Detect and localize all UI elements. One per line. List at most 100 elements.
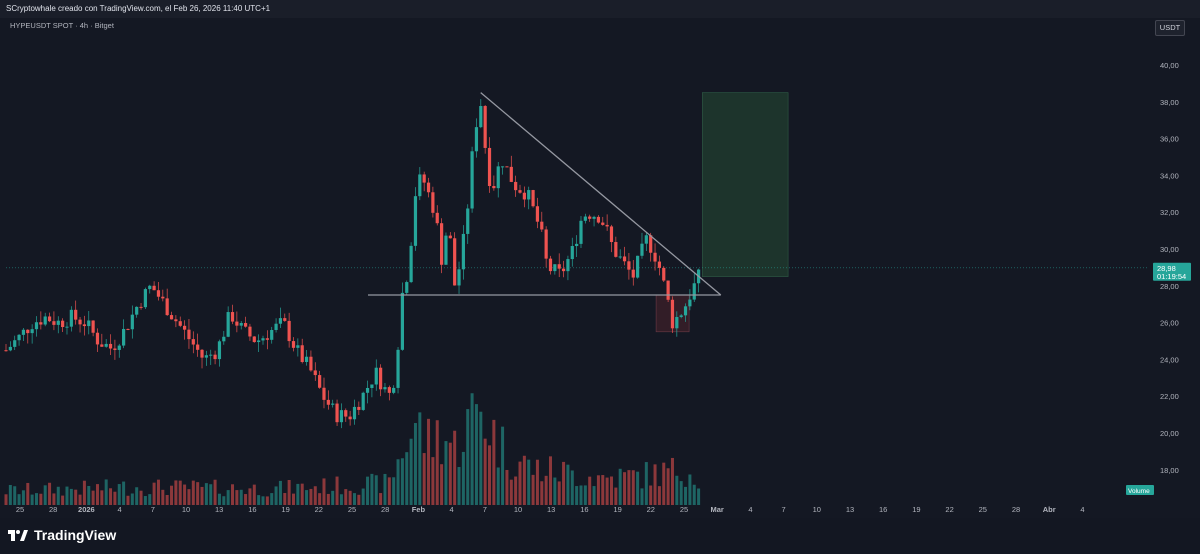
candle-body <box>653 252 657 262</box>
candle-body <box>174 319 178 322</box>
candle-body <box>39 322 43 325</box>
volume-bar <box>296 483 300 505</box>
x-tick-label: 10 <box>182 505 190 514</box>
volume-bar <box>688 474 692 505</box>
candle-body <box>261 338 265 341</box>
volume-bar <box>200 486 204 505</box>
candle-body <box>649 235 653 253</box>
candle-body <box>618 256 622 258</box>
x-tick-label: 16 <box>879 505 887 514</box>
candle-body <box>466 208 470 234</box>
volume-bar <box>627 470 631 505</box>
volume-bar <box>217 493 221 505</box>
candle-body <box>331 403 335 405</box>
x-tick-label: Feb <box>412 505 426 514</box>
candle-body <box>357 406 361 410</box>
candle-body <box>387 387 391 393</box>
volume-bar <box>8 484 12 505</box>
volume-bar <box>361 488 365 505</box>
candle-body <box>209 354 213 356</box>
volume-bar <box>596 475 600 505</box>
x-tick-label: 25 <box>680 505 688 514</box>
volume-bar <box>174 480 178 505</box>
candle-body <box>413 196 418 246</box>
candle-body <box>692 283 696 300</box>
volume-bar <box>309 488 313 505</box>
volume-bar <box>636 471 640 505</box>
candle-body <box>379 367 383 390</box>
candle-body <box>609 226 614 243</box>
volume-bar <box>644 462 648 505</box>
footer-bar <box>0 518 1200 554</box>
x-tick-label: 2026 <box>78 505 95 514</box>
tradingview-logo-icon <box>8 530 28 541</box>
candle-body <box>348 416 352 420</box>
candle-body <box>100 344 104 347</box>
volume-bar <box>474 404 478 505</box>
candle-body <box>596 216 601 223</box>
candle-body <box>431 192 435 213</box>
x-tick-label: 4 <box>450 505 454 514</box>
volume-bar <box>392 477 396 505</box>
target-zone-box <box>701 92 789 277</box>
volume-bar <box>697 488 701 505</box>
candle-body <box>400 292 404 350</box>
candle-body <box>636 255 640 278</box>
volume-bar <box>187 489 191 505</box>
tradingview-brand[interactable]: TradingView <box>8 527 116 543</box>
candle-body <box>257 340 261 343</box>
volume-bar <box>48 482 52 505</box>
x-tick-label: 22 <box>945 505 953 514</box>
volume-bar <box>540 481 544 505</box>
x-tick-label: 28 <box>49 505 57 514</box>
candle-body <box>601 222 605 225</box>
candle-body <box>213 354 217 360</box>
volume-bar <box>605 477 609 505</box>
volume-bar <box>82 480 86 505</box>
candle-body <box>566 259 570 272</box>
candle-body <box>135 306 139 315</box>
volume-bar <box>156 479 160 505</box>
candle-body <box>679 315 683 317</box>
candle-body <box>87 320 91 327</box>
candle-body <box>527 190 531 200</box>
candle-body <box>291 341 296 348</box>
symbol-label[interactable]: HYPEUSDT SPOT · 4h · Bitget <box>10 21 114 30</box>
volume-bar <box>383 473 387 505</box>
x-tick-label: 10 <box>514 505 522 514</box>
candle-body <box>422 174 426 183</box>
volume-bar <box>614 487 618 505</box>
candle-body <box>278 318 283 324</box>
candle-body <box>605 224 609 227</box>
candle-body <box>553 264 557 272</box>
candle-body <box>579 220 583 244</box>
candle-body <box>344 410 348 417</box>
volume-bar <box>461 451 465 505</box>
volume-bar <box>21 490 25 505</box>
candle-body <box>662 267 666 281</box>
candle-body <box>326 399 330 405</box>
volume-bar <box>549 456 552 505</box>
volume-bar <box>457 467 461 505</box>
volume-bar <box>492 419 496 505</box>
candle-body <box>631 269 635 278</box>
volume-bar <box>640 488 644 505</box>
volume-bar <box>222 496 226 505</box>
candle-body <box>518 190 522 193</box>
volume-bar <box>235 490 239 505</box>
candle-body <box>352 406 357 420</box>
volume-bar <box>470 393 474 505</box>
candle-body <box>156 290 161 297</box>
candle-body <box>309 356 313 371</box>
x-tick-label: 4 <box>748 505 752 514</box>
candle-body <box>139 306 143 308</box>
candle-body <box>230 312 235 322</box>
volume-bar <box>178 480 182 505</box>
currency-button[interactable]: USDT <box>1155 20 1185 36</box>
candle-body <box>675 316 679 329</box>
volume-bar <box>161 489 165 505</box>
volume-bar <box>331 490 335 505</box>
volume-bar <box>609 476 613 505</box>
candle-body <box>26 329 30 334</box>
